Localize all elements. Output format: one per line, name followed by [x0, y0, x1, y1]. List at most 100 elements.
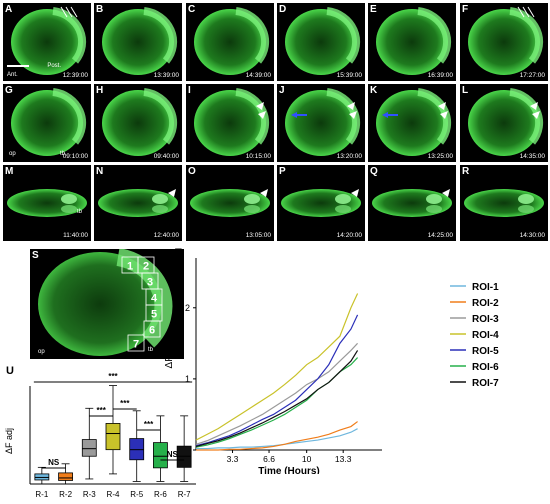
- series-line-4: [195, 293, 359, 441]
- timestamp: 15:39:00: [336, 72, 362, 79]
- box-r-6: [153, 415, 168, 482]
- significance-label: ***: [96, 406, 106, 415]
- panel-label: I: [188, 85, 191, 96]
- panel-j: J 13:20:00: [277, 84, 365, 162]
- post-label: Post.: [47, 63, 61, 69]
- embryo-image: [98, 189, 178, 217]
- timestamp: 14:30:00: [519, 232, 545, 239]
- embryo-image: [11, 6, 87, 75]
- op-label: op: [9, 151, 16, 157]
- panel-q: Q 14:25:00: [368, 165, 456, 241]
- roi-number: 2: [143, 261, 149, 273]
- panel-k: K 13:25:00: [368, 84, 456, 162]
- embryo-image: [376, 7, 452, 75]
- embryo-image: [11, 88, 87, 156]
- box-plot-delta-f: ΔF adj R-1 R-2 R-3 R-4 R-5 R-6 R-7 *** NS *** *** **…: [4, 372, 196, 499]
- embryo-image: [194, 7, 270, 75]
- series-line-7: [195, 350, 359, 448]
- panel-label: A: [5, 4, 13, 15]
- tb-label: tb: [148, 347, 154, 353]
- box-r-1: [34, 466, 50, 485]
- embryo-image: [281, 189, 361, 217]
- x-tick-label: 10: [302, 454, 312, 464]
- box-r-7: [176, 415, 192, 482]
- significance-label: ***: [108, 372, 118, 381]
- embryo-image: [372, 189, 452, 217]
- timestamp: 09:10:00: [62, 153, 88, 160]
- embryo-image: [464, 189, 544, 217]
- x-tick-label: R-2: [59, 490, 72, 499]
- timestamp: 14:20:00: [336, 232, 362, 239]
- roi-number: 5: [151, 309, 157, 321]
- significance-label: NS: [48, 458, 60, 467]
- roi-number: 1: [127, 261, 133, 273]
- embryo-image: [285, 88, 361, 156]
- embryo-image: [190, 189, 270, 217]
- panel-r: R 14:30:00: [460, 165, 548, 241]
- panel-t-label: T: [175, 247, 182, 259]
- panel-b: B 13:39:00: [94, 3, 182, 81]
- roi-number: 6: [149, 325, 155, 337]
- legend-label: ROI-2: [472, 298, 499, 309]
- series-line-3: [195, 342, 359, 445]
- timestamp: 16:39:00: [427, 72, 453, 79]
- panel-label: S: [32, 250, 39, 261]
- timestamp: 10:15:00: [245, 153, 271, 160]
- legend-label: ROI-4: [472, 330, 499, 341]
- significance-label: ***: [144, 420, 154, 429]
- panel-e: E 16:39:00: [368, 3, 456, 81]
- embryo-image: [376, 88, 452, 156]
- tb-label: tb: [77, 209, 83, 215]
- x-tick-label: R-6: [154, 490, 167, 499]
- significance-label: ***: [120, 399, 130, 408]
- x-tick-label: 6.6: [263, 454, 275, 464]
- panel-f: F 17:27:00: [460, 3, 548, 81]
- legend-label: ROI-5: [472, 346, 499, 357]
- x-tick-label: R-3: [83, 490, 96, 499]
- box-r-2: [58, 463, 73, 485]
- timestamp: 14:39:00: [245, 72, 271, 79]
- panel-i: I 10:15:00: [186, 84, 274, 162]
- panel-label: K: [370, 85, 378, 96]
- timestamp: 14:35:00: [519, 153, 545, 160]
- embryo-image: [194, 88, 270, 156]
- panel-n: N 12:40:00: [94, 165, 182, 241]
- legend-label: ROI-6: [472, 362, 499, 373]
- panel-p: P 14:20:00: [277, 165, 365, 241]
- panel-label: M: [5, 166, 14, 177]
- box-r-3: [81, 407, 97, 480]
- panel-label: H: [96, 85, 104, 96]
- x-axis-label: Time (Hours): [258, 466, 320, 474]
- panel-label: R: [462, 166, 470, 177]
- y-tick-label: 2: [185, 303, 190, 313]
- timestamp: 13:39:00: [153, 72, 179, 79]
- panel-label: E: [370, 4, 377, 15]
- x-tick-label: 3.3: [227, 454, 239, 464]
- x-tick-label: R-4: [107, 490, 120, 499]
- embryo-image: [7, 189, 87, 217]
- box-r-4: [105, 385, 121, 475]
- timestamp: 13:05:00: [245, 232, 271, 239]
- embryo-roi-illustration: 1 2 3 4 5 67: [38, 249, 173, 356]
- y-axis-label: ΔF adj: [4, 428, 14, 454]
- timestamp: 12:40:00: [153, 232, 179, 239]
- significance-label: NS: [167, 450, 179, 459]
- timestamp: 11:40:00: [63, 232, 88, 239]
- panel-label: N: [96, 166, 104, 177]
- embryo-image: [102, 88, 178, 156]
- y-axis-label: ΔF adj: [164, 340, 175, 369]
- timestamp: 13:25:00: [427, 153, 453, 160]
- timestamp: 13:20:00: [336, 153, 362, 160]
- panel-label: G: [5, 85, 13, 96]
- panel-u-label: U: [6, 365, 14, 377]
- legend-label: ROI-3: [472, 314, 499, 325]
- panel-label: F: [462, 4, 469, 15]
- embryo-image: [102, 7, 178, 75]
- ant-label: Ant.: [7, 72, 18, 78]
- roi-box-7: 7: [127, 334, 145, 352]
- roi-number: 7: [133, 339, 139, 351]
- series-line-5: [195, 314, 359, 447]
- panel-label: C: [188, 4, 196, 15]
- timestamp: 12:39:00: [62, 72, 88, 79]
